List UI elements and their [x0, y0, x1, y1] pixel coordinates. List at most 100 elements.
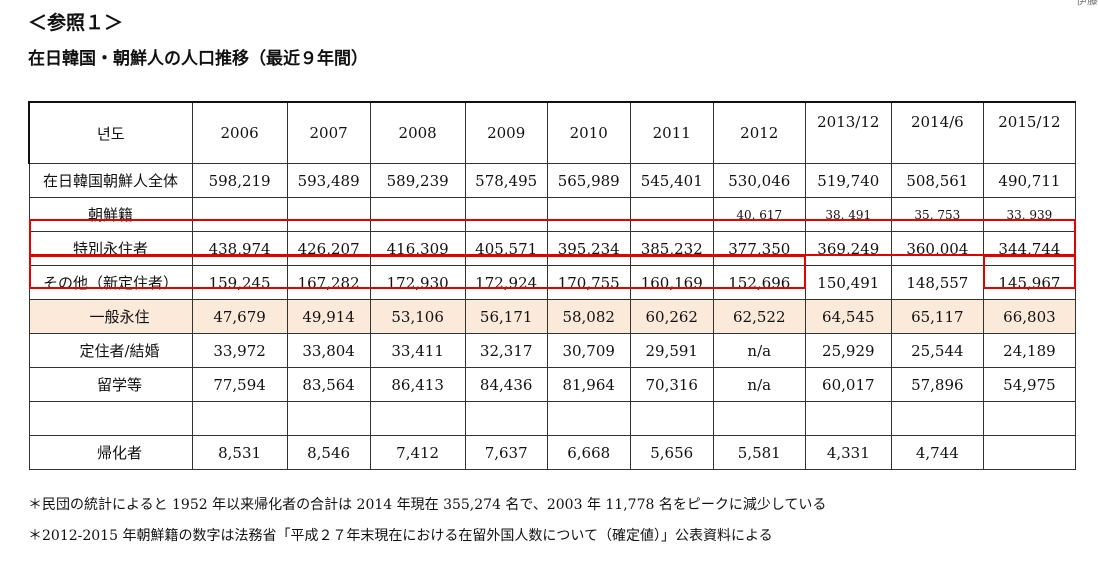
table-cell: 360,004 [890, 231, 984, 266]
row-label: 一般永住 [28, 299, 193, 334]
table-cell: 84,436 [464, 367, 548, 402]
table-cell: 47,679 [191, 299, 288, 334]
table-cell: 60,262 [629, 299, 714, 334]
table-cell: 160,169 [629, 265, 714, 300]
table-cell: 344,744 [982, 231, 1077, 266]
footnote: ＊2012-2015 年朝鮮籍の数字は法務省「平成２７年末現在における在留外国人… [28, 528, 773, 544]
table-cell: 170,755 [546, 265, 631, 300]
table-cell [546, 197, 631, 232]
population-table: 년도 2006 2007 2008 2009 2010 2011 2012 20… [27, 101, 1077, 470]
table-cell: 508,561 [890, 163, 984, 198]
table-row [28, 401, 1077, 436]
header-cell: 2012 [712, 101, 806, 164]
table-cell [286, 401, 371, 436]
table-cell: 150,491 [804, 265, 892, 300]
table-cell: 8,546 [286, 435, 371, 470]
table-cell: 416,309 [369, 231, 466, 266]
table-header-row: 년도 2006 2007 2008 2009 2010 2011 2012 20… [27, 101, 1077, 164]
row-label [28, 401, 193, 436]
table-cell [464, 197, 548, 232]
row-label: 留学等 [28, 367, 193, 402]
table-cell: 426,207 [286, 231, 371, 266]
table-cell: 530,046 [712, 163, 806, 198]
table-cell: 86,413 [369, 367, 466, 402]
table-cell: 29,591 [629, 333, 714, 368]
table-cell [464, 401, 548, 436]
table-cell: 152,696 [712, 265, 806, 300]
table-cell: 172,924 [464, 265, 548, 300]
table-cell [369, 197, 466, 232]
table-cell: 7,637 [464, 435, 548, 470]
table-cell: 56,171 [464, 299, 548, 334]
table-cell: 519,740 [804, 163, 892, 198]
footnote: ＊民団の統計によると 1952 年以来帰化者の合計は 2014 年現在 355,… [28, 497, 827, 513]
table-cell: 30,709 [546, 333, 631, 368]
table-cell: 64,545 [804, 299, 892, 334]
header-cell: 2014/6 [890, 101, 984, 164]
table-row: 帰化者 8,531 8,546 7,412 7,637 6,668 5,656 … [28, 435, 1077, 470]
table-row: 一般永住 47,679 49,914 53,106 56,171 58,082 … [28, 299, 1077, 334]
table-cell: 53,106 [369, 299, 466, 334]
table-cell [804, 401, 892, 436]
row-label: 特別永住者 [28, 231, 193, 266]
table-row: 定住者/結婚 33,972 33,804 33,411 32,317 30,70… [28, 333, 1077, 368]
table-cell: 369,249 [804, 231, 892, 266]
table-cell: 49,914 [286, 299, 371, 334]
table-cell: 405,571 [464, 231, 548, 266]
row-label: 定住者/結婚 [28, 333, 193, 368]
table-cell: 25,929 [804, 333, 892, 368]
table-cell: 60,017 [804, 367, 892, 402]
table-cell: 83,564 [286, 367, 371, 402]
table-cell: 65,117 [890, 299, 984, 334]
table-cell: 62,522 [712, 299, 806, 334]
table-cell: 33, 939 [982, 197, 1077, 232]
table-cell: 5,581 [712, 435, 806, 470]
table-cell: 4,744 [890, 435, 984, 470]
table-cell: 395,234 [546, 231, 631, 266]
header-cell: 2011 [629, 101, 714, 164]
table-cell [191, 401, 288, 436]
table-cell: 24,189 [982, 333, 1077, 368]
table-cell: 70,316 [629, 367, 714, 402]
table-cell: 490,711 [982, 163, 1077, 198]
table-cell: 40, 617 [712, 197, 806, 232]
table-cell: 5,656 [629, 435, 714, 470]
table-cell: 7,412 [369, 435, 466, 470]
header-cell: 년도 [27, 101, 193, 164]
row-label: その他（新定住者） [28, 265, 193, 300]
header-cell: 2007 [286, 101, 371, 164]
table-cell [369, 401, 466, 436]
table-cell: n/a [712, 367, 806, 402]
table-row: 朝鮮籍 40, 617 38, 491 35, 753 33, 939 [28, 197, 1077, 232]
table-cell: 565,989 [546, 163, 631, 198]
table-cell: 58,082 [546, 299, 631, 334]
row-label: 帰化者 [28, 435, 193, 470]
table-cell: 377,350 [712, 231, 806, 266]
table-cell: 32,317 [464, 333, 548, 368]
table-cell [890, 401, 984, 436]
table-cell [982, 401, 1077, 436]
table-cell: 66,803 [982, 299, 1077, 334]
header-cell: 2015/12 [982, 101, 1077, 164]
table-row: 特別永住者 438,974 426,207 416,309 405,571 39… [28, 231, 1077, 266]
table-row: 留学等 77,594 83,564 86,413 84,436 81,964 7… [28, 367, 1077, 402]
table-row: その他（新定住者） 159,245 167,282 172,930 172,92… [28, 265, 1077, 300]
table-cell: 33,804 [286, 333, 371, 368]
header-cell: 2008 [369, 101, 466, 164]
table-cell: 159,245 [191, 265, 288, 300]
table-cell: 81,964 [546, 367, 631, 402]
section-heading: ＜参照１＞ [28, 12, 124, 34]
row-label: 在日韓国朝鮮人全体 [28, 163, 193, 198]
table-cell: 35, 753 [890, 197, 984, 232]
table-cell: 77,594 [191, 367, 288, 402]
table-cell: 545,401 [629, 163, 714, 198]
table-cell [629, 197, 714, 232]
table-cell [546, 401, 631, 436]
table-cell: 438,974 [191, 231, 288, 266]
table-cell: 38, 491 [804, 197, 892, 232]
page-title: 在日韓国・朝鮮人の人口推移（最近９年間） [28, 49, 368, 69]
header-cell: 2006 [191, 101, 288, 164]
table-cell: 167,282 [286, 265, 371, 300]
table-cell: n/a [712, 333, 806, 368]
table-cell: 33,411 [369, 333, 466, 368]
